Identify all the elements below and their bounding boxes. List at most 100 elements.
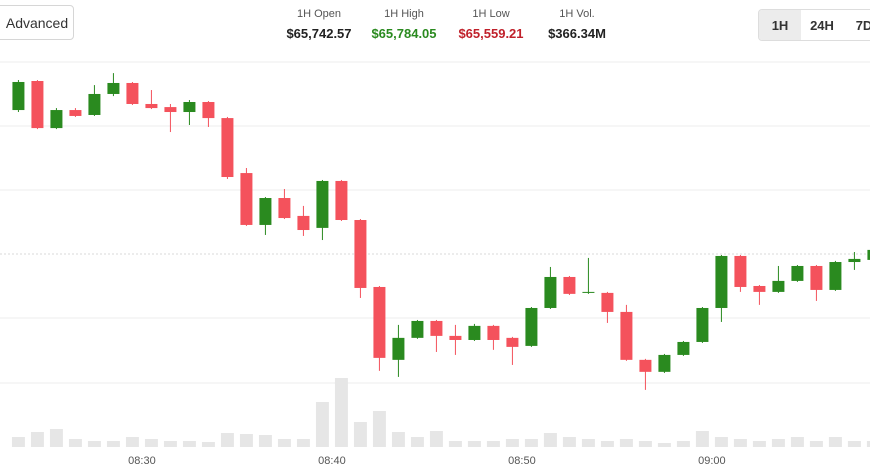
candle-body [829,262,842,290]
candle-body [335,180,348,221]
volume-bar [125,437,139,447]
tab[interactable]: 7D [855,17,870,33]
tab[interactable]: 1H [759,10,801,40]
volume-bar [657,443,671,447]
volume-bar [372,411,386,447]
volume-bar [68,439,82,447]
candle-body [373,286,386,358]
x-tick-label: 08:40 [318,455,346,467]
volume-bar [296,439,310,447]
volume-bar [144,439,158,447]
stat-label: 1H High [384,8,424,20]
volume-bar [49,429,63,447]
candle-body [126,82,139,104]
volume-bar [695,431,709,447]
volume-bar [429,431,443,447]
volume-bar [752,441,766,447]
volume-bar [239,434,253,447]
candle-body [487,325,500,340]
volume-bar [163,441,177,447]
volume-bar [353,422,367,447]
volume-bar [334,378,348,447]
stat-label: 1H Open [296,8,342,20]
candle-body [791,265,804,281]
candle-body [12,81,25,111]
candle-body [563,276,576,294]
x-tick-label: 09:00 [698,455,726,467]
candle-body [506,337,519,347]
range-tabs: 1H 24H 7D [758,9,870,41]
candle-body [772,280,785,292]
stat-label: 1H Low [472,8,510,20]
candle-body [753,285,766,292]
x-tick-label: 08:50 [508,455,536,467]
candle-body [449,335,462,340]
volume-bar [30,432,44,447]
volume-bar [11,437,25,447]
volume-bar [847,441,861,447]
volume-bar [505,439,519,447]
grid [0,61,870,384]
volume-bar [809,441,823,447]
volume-bar [277,439,291,447]
candle-body [183,102,196,113]
candle-body [240,173,253,225]
volume-bar [106,441,120,447]
candle-body [544,276,557,308]
volume-bar [486,441,500,447]
candle-body [620,311,633,360]
volume-bar [220,433,234,447]
candle-body [601,292,614,312]
candle-body [316,180,329,228]
volume-bar [771,439,785,447]
candle-body [639,359,652,372]
volume-bar [790,437,804,447]
tab[interactable]: 24H [810,17,834,33]
x-tick-label: 08:30 [128,455,156,467]
candle-body [468,325,481,340]
advanced-button[interactable]: Advanced [0,5,74,40]
volume-bar [562,437,576,447]
candle-body [430,320,443,336]
volume-bar [638,441,652,447]
candle-body [810,265,823,290]
volume-bar [182,441,196,447]
candle-body [50,110,63,129]
volume-bar [733,439,747,447]
candle-body [525,307,538,346]
candle-body [658,354,671,372]
volume-bar [619,439,633,447]
candle-body [221,118,234,178]
candle-body [867,249,870,260]
volume-bar [581,439,595,447]
candle-body [145,103,158,109]
volume-bar [201,442,215,447]
candle-body [202,102,215,119]
candle-body [354,220,367,288]
volume-bar [258,435,272,447]
stat: 1H Low $65,559.21 [446,8,536,41]
volume-bar [866,441,870,447]
stat-label: 1H Vol. [559,8,595,20]
volume-bar [676,441,690,447]
stat: 1H Open $65,742.57 [274,8,364,41]
volume-bar [600,441,614,447]
volume-bar [524,439,538,447]
stat: 1H Vol. $366.34M [532,8,622,41]
volume-bar [467,441,481,447]
volume-bar [315,402,329,447]
candle-body [278,198,291,219]
volume-bar [391,432,405,447]
stat-value: $65,784.05 [371,26,437,41]
candle-body [392,337,405,360]
candle-body [69,110,82,116]
volume-bar [87,441,101,447]
candle-body [715,255,728,308]
candle-body [411,320,424,338]
candle-body [696,307,709,342]
candle-body [848,258,861,263]
volume-bar [828,437,842,447]
stat-value: $366.34M [548,26,606,41]
